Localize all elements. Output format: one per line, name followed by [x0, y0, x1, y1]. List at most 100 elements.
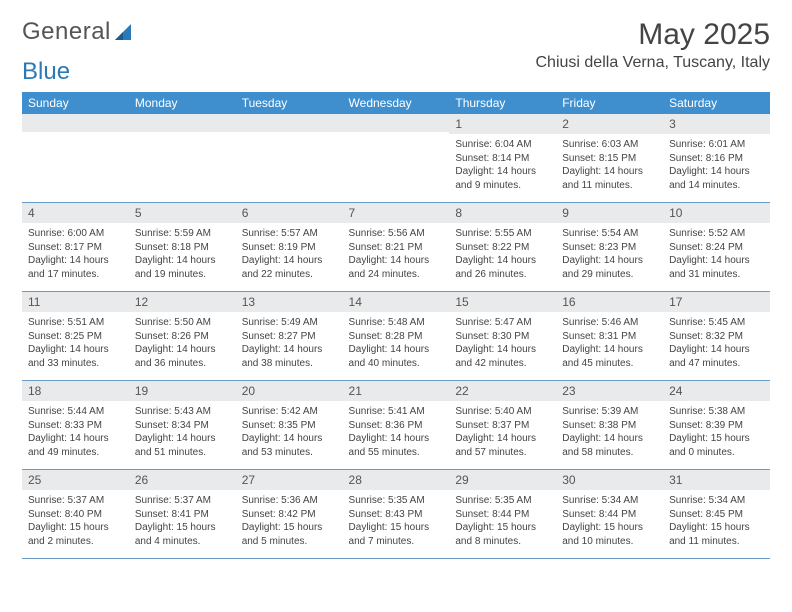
- day-number: [236, 114, 343, 132]
- day-number: [129, 114, 236, 132]
- daylight-text: Daylight: 14 hours and 45 minutes.: [562, 343, 657, 370]
- day-details: Sunrise: 5:39 AMSunset: 8:38 PMDaylight:…: [556, 401, 663, 469]
- daylight-text: Daylight: 14 hours and 55 minutes.: [349, 432, 444, 459]
- day-details: Sunrise: 5:36 AMSunset: 8:42 PMDaylight:…: [236, 490, 343, 558]
- day-details: [129, 132, 236, 188]
- sunset-text: Sunset: 8:18 PM: [135, 241, 230, 255]
- day-number: 30: [556, 470, 663, 490]
- daylight-text: Daylight: 14 hours and 19 minutes.: [135, 254, 230, 281]
- sunset-text: Sunset: 8:30 PM: [455, 330, 550, 344]
- sunset-text: Sunset: 8:36 PM: [349, 419, 444, 433]
- sunrise-text: Sunrise: 5:56 AM: [349, 227, 444, 241]
- day-details: Sunrise: 5:38 AMSunset: 8:39 PMDaylight:…: [663, 401, 770, 469]
- sunrise-text: Sunrise: 5:35 AM: [349, 494, 444, 508]
- sunset-text: Sunset: 8:22 PM: [455, 241, 550, 255]
- daylight-text: Daylight: 14 hours and 58 minutes.: [562, 432, 657, 459]
- day-header-thursday: Thursday: [449, 92, 556, 114]
- day-number: 5: [129, 203, 236, 223]
- logo-text-general: General: [22, 18, 111, 46]
- sunrise-text: Sunrise: 5:36 AM: [242, 494, 337, 508]
- day-details: Sunrise: 5:52 AMSunset: 8:24 PMDaylight:…: [663, 223, 770, 291]
- day-details: Sunrise: 5:34 AMSunset: 8:44 PMDaylight:…: [556, 490, 663, 558]
- sunset-text: Sunset: 8:41 PM: [135, 508, 230, 522]
- day-details: Sunrise: 5:40 AMSunset: 8:37 PMDaylight:…: [449, 401, 556, 469]
- sunset-text: Sunset: 8:17 PM: [28, 241, 123, 255]
- day-details: Sunrise: 5:56 AMSunset: 8:21 PMDaylight:…: [343, 223, 450, 291]
- daylight-text: Daylight: 14 hours and 26 minutes.: [455, 254, 550, 281]
- day-number: 16: [556, 292, 663, 312]
- day-details: Sunrise: 6:03 AMSunset: 8:15 PMDaylight:…: [556, 134, 663, 202]
- daylight-text: Daylight: 14 hours and 24 minutes.: [349, 254, 444, 281]
- logo: General: [22, 18, 135, 46]
- day-details: [236, 132, 343, 188]
- daylight-text: Daylight: 15 hours and 8 minutes.: [455, 521, 550, 548]
- day-number: 21: [343, 381, 450, 401]
- daylight-text: Daylight: 14 hours and 51 minutes.: [135, 432, 230, 459]
- sunset-text: Sunset: 8:35 PM: [242, 419, 337, 433]
- day-cell: 18Sunrise: 5:44 AMSunset: 8:33 PMDayligh…: [22, 381, 129, 470]
- day-cell: 21 Sunrise: 5:41 AMSunset: 8:36 PMDayligh…: [343, 381, 450, 470]
- day-number: 13: [236, 292, 343, 312]
- sunset-text: Sunset: 8:42 PM: [242, 508, 337, 522]
- sunset-text: Sunset: 8:26 PM: [135, 330, 230, 344]
- daylight-text: Daylight: 14 hours and 47 minutes.: [669, 343, 764, 370]
- day-details: Sunrise: 5:55 AMSunset: 8:22 PMDaylight:…: [449, 223, 556, 291]
- day-details: Sunrise: 5:37 AMSunset: 8:40 PMDaylight:…: [22, 490, 129, 558]
- sunrise-text: Sunrise: 5:46 AM: [562, 316, 657, 330]
- day-number: 28: [343, 470, 450, 490]
- logo-text-blue: Blue: [22, 58, 770, 86]
- day-number: 4: [22, 203, 129, 223]
- daylight-text: Daylight: 14 hours and 22 minutes.: [242, 254, 337, 281]
- daylight-text: Daylight: 14 hours and 14 minutes.: [669, 165, 764, 192]
- calendar-body: 1Sunrise: 6:04 AMSunset: 8:14 PMDaylight…: [22, 114, 770, 559]
- week-row: 4Sunrise: 6:00 AMSunset: 8:17 PMDaylight…: [22, 203, 770, 292]
- day-number: 18: [22, 381, 129, 401]
- sunrise-text: Sunrise: 5:35 AM: [455, 494, 550, 508]
- day-number: 25: [22, 470, 129, 490]
- day-number: 2: [556, 114, 663, 134]
- day-details: [22, 132, 129, 188]
- day-details: Sunrise: 5:43 AMSunset: 8:34 PMDaylight:…: [129, 401, 236, 469]
- day-details: Sunrise: 5:42 AMSunset: 8:35 PMDaylight:…: [236, 401, 343, 469]
- week-row: 18Sunrise: 5:44 AMSunset: 8:33 PMDayligh…: [22, 381, 770, 470]
- day-number: 7: [343, 203, 450, 223]
- daylight-text: Daylight: 14 hours and 57 minutes.: [455, 432, 550, 459]
- sunrise-text: Sunrise: 6:04 AM: [455, 138, 550, 152]
- month-title: May 2025: [536, 18, 771, 52]
- week-row: 25Sunrise: 5:37 AMSunset: 8:40 PMDayligh…: [22, 470, 770, 559]
- daylight-text: Daylight: 14 hours and 33 minutes.: [28, 343, 123, 370]
- day-cell: 4Sunrise: 6:00 AMSunset: 8:17 PMDaylight…: [22, 203, 129, 292]
- sunset-text: Sunset: 8:45 PM: [669, 508, 764, 522]
- daylight-text: Daylight: 15 hours and 4 minutes.: [135, 521, 230, 548]
- daylight-text: Daylight: 15 hours and 11 minutes.: [669, 521, 764, 548]
- day-number: 23: [556, 381, 663, 401]
- sunrise-text: Sunrise: 5:47 AM: [455, 316, 550, 330]
- day-cell: [343, 114, 450, 203]
- day-details: Sunrise: 5:35 AMSunset: 8:43 PMDaylight:…: [343, 490, 450, 558]
- day-details: Sunrise: 6:00 AMSunset: 8:17 PMDaylight:…: [22, 223, 129, 291]
- day-cell: 7Sunrise: 5:56 AMSunset: 8:21 PMDaylight…: [343, 203, 450, 292]
- day-details: [343, 132, 450, 188]
- day-number: 14: [343, 292, 450, 312]
- day-details: Sunrise: 6:04 AMSunset: 8:14 PMDaylight:…: [449, 134, 556, 202]
- daylight-text: Daylight: 15 hours and 2 minutes.: [28, 521, 123, 548]
- sunset-text: Sunset: 8:44 PM: [455, 508, 550, 522]
- sunrise-text: Sunrise: 5:41 AM: [349, 405, 444, 419]
- daylight-text: Daylight: 15 hours and 10 minutes.: [562, 521, 657, 548]
- day-number: 9: [556, 203, 663, 223]
- day-number: [343, 114, 450, 132]
- day-cell: 20Sunrise: 5:42 AMSunset: 8:35 PMDayligh…: [236, 381, 343, 470]
- day-details: Sunrise: 5:49 AMSunset: 8:27 PMDaylight:…: [236, 312, 343, 380]
- day-details: Sunrise: 5:35 AMSunset: 8:44 PMDaylight:…: [449, 490, 556, 558]
- day-cell: 12Sunrise: 5:50 AMSunset: 8:26 PMDayligh…: [129, 292, 236, 381]
- day-header-friday: Friday: [556, 92, 663, 114]
- sunset-text: Sunset: 8:44 PM: [562, 508, 657, 522]
- sunrise-text: Sunrise: 5:39 AM: [562, 405, 657, 419]
- day-cell: 22Sunrise: 5:40 AMSunset: 8:37 PMDayligh…: [449, 381, 556, 470]
- day-cell: 11Sunrise: 5:51 AMSunset: 8:25 PMDayligh…: [22, 292, 129, 381]
- sunset-text: Sunset: 8:21 PM: [349, 241, 444, 255]
- day-header-wednesday: Wednesday: [343, 92, 450, 114]
- day-cell: 27Sunrise: 5:36 AMSunset: 8:42 PMDayligh…: [236, 470, 343, 559]
- daylight-text: Daylight: 14 hours and 17 minutes.: [28, 254, 123, 281]
- day-details: Sunrise: 5:47 AMSunset: 8:30 PMDaylight:…: [449, 312, 556, 380]
